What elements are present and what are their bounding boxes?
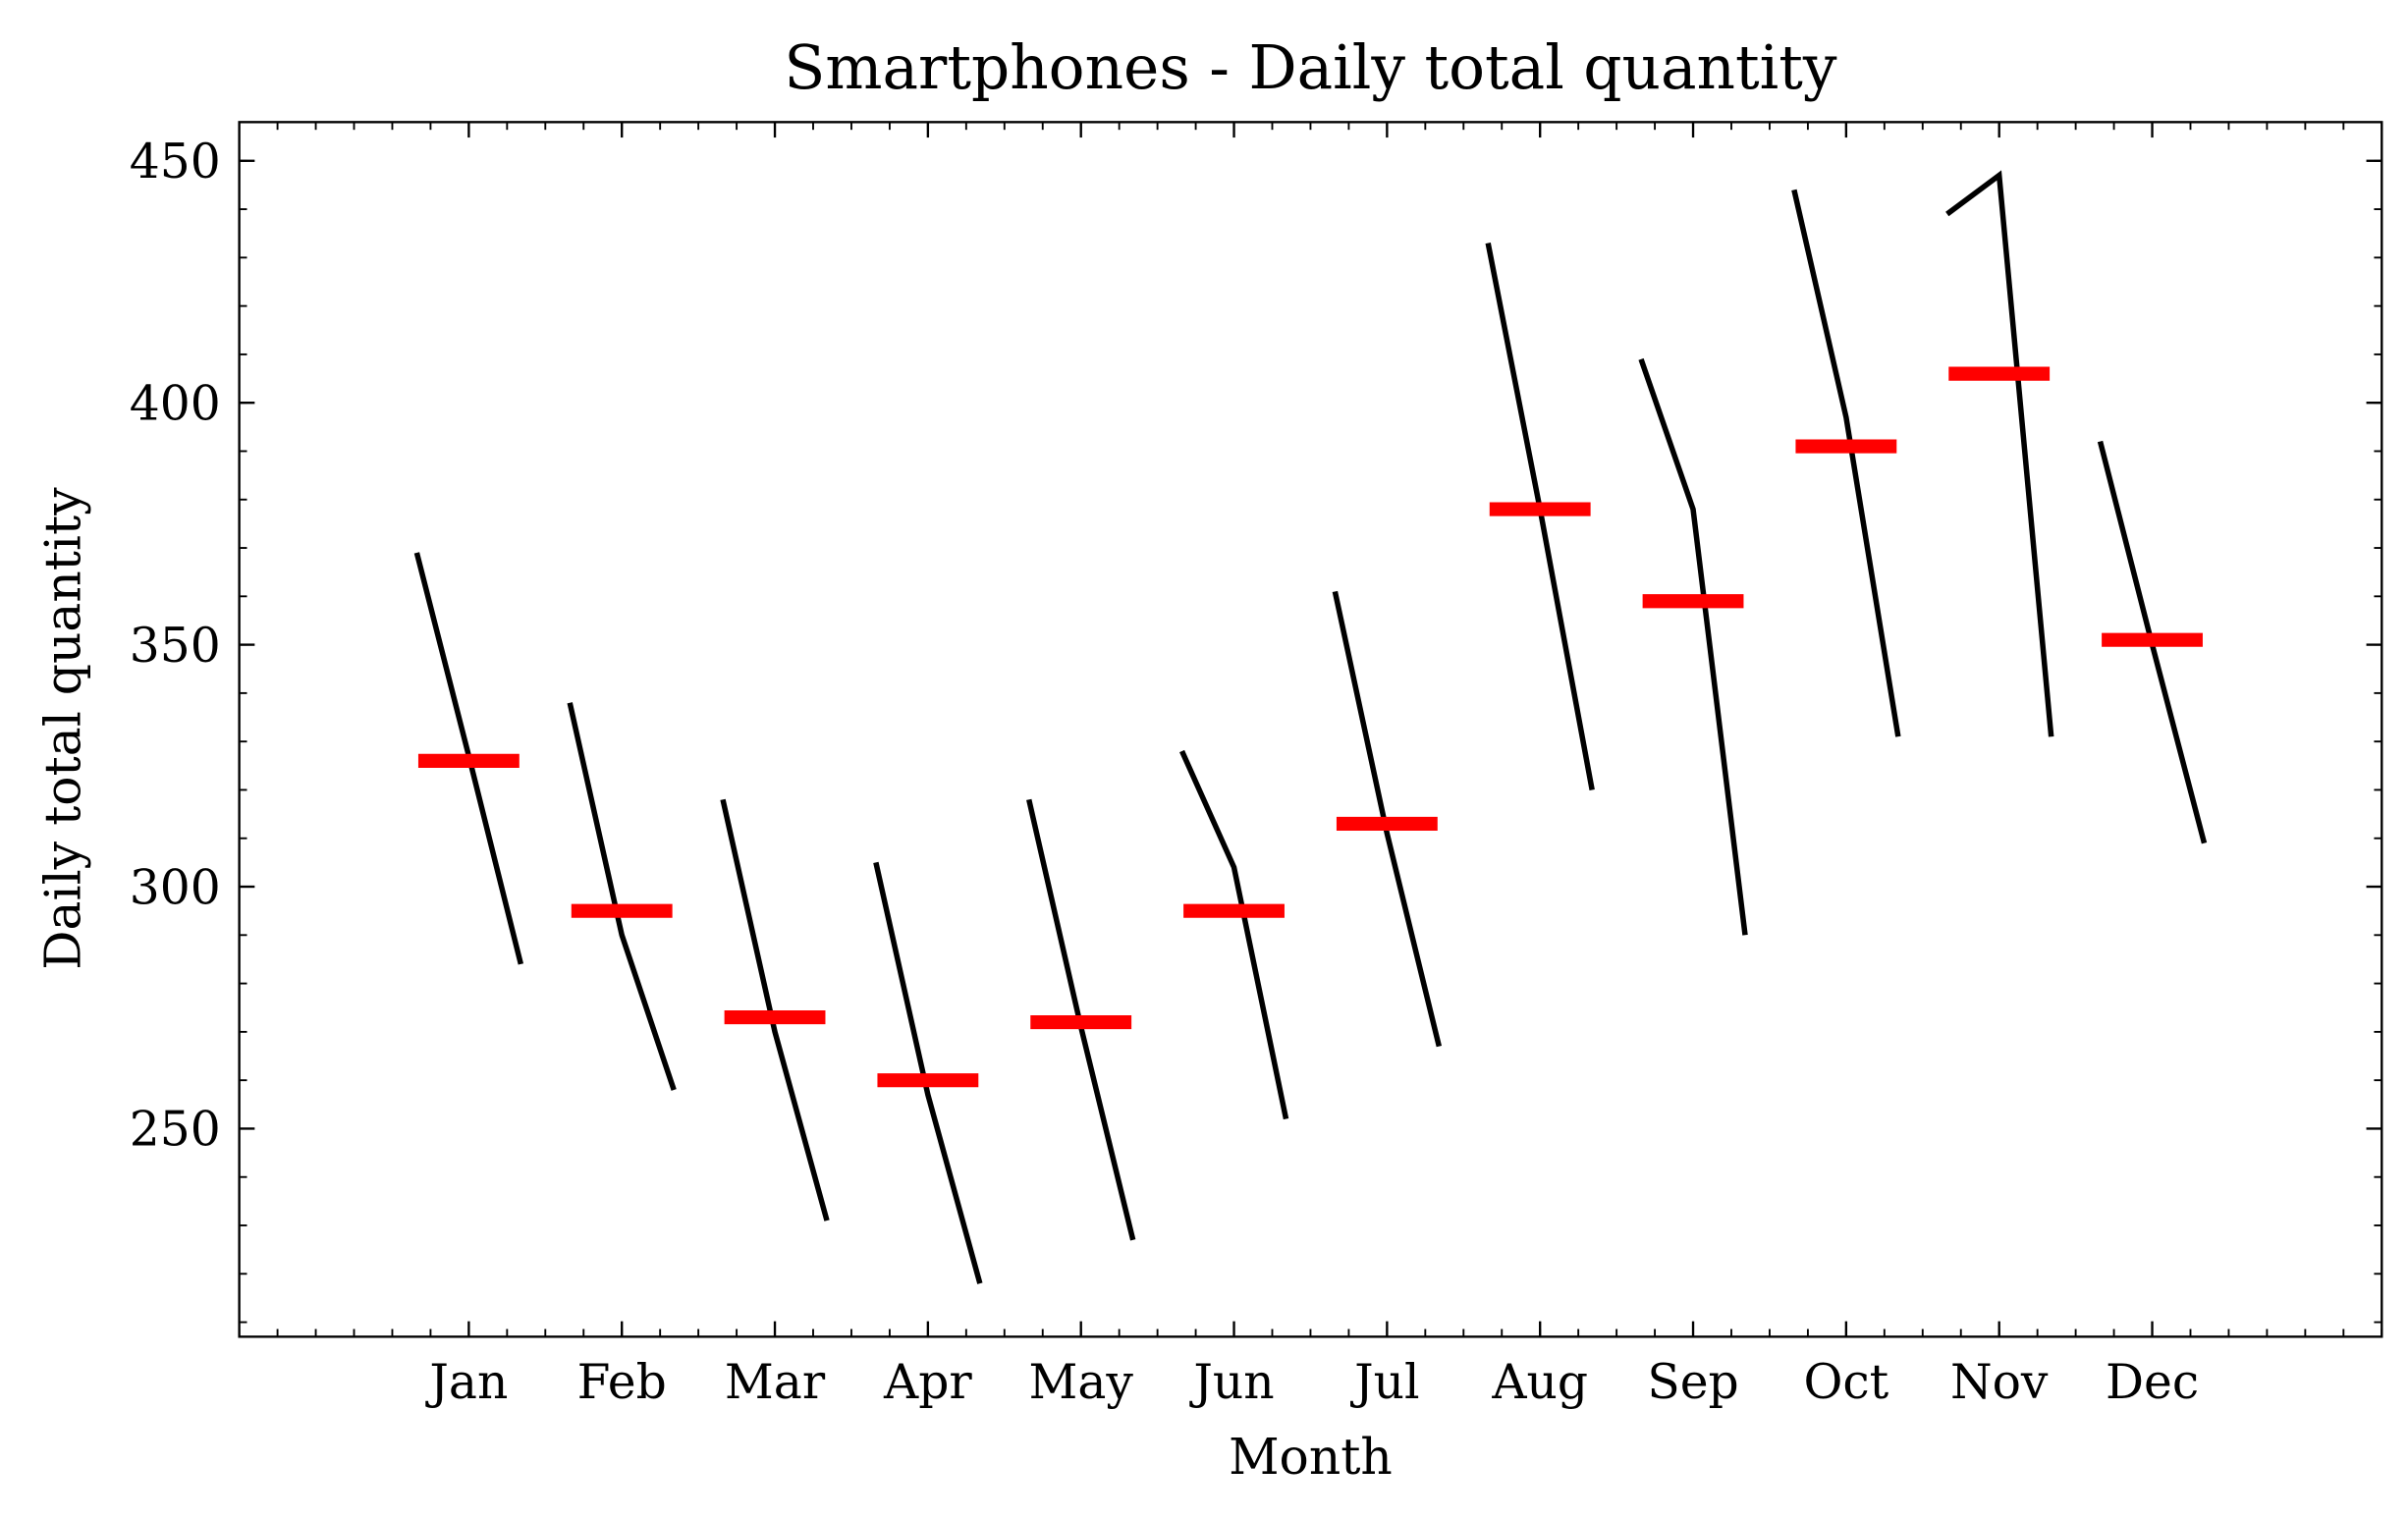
y-tick-label: 250 [130, 1103, 221, 1158]
subseries-line [1945, 170, 2054, 737]
y-tick-label: 300 [130, 860, 221, 915]
x-tick-label: Aug [1491, 1355, 1588, 1410]
axes-frame [238, 121, 2383, 1338]
x-tick-label: Sep [1647, 1355, 1738, 1410]
x-axis-label: Month [1229, 1428, 1393, 1486]
plot-area: 250 300 350 400 450 Jan Feb Mar Apr May Jun Jul Aug S… [130, 122, 2383, 1410]
x-tick-label: Nov [1950, 1355, 2049, 1410]
y-tick-label: 450 [130, 135, 221, 190]
y-axis-label: Daily total quantity [34, 487, 92, 970]
subseries-line [1179, 749, 1289, 1120]
x-tick-label: Apr [883, 1355, 972, 1410]
x-tick-label: Dec [2106, 1355, 2199, 1410]
x-tick-label: Jun [1188, 1355, 1274, 1410]
y-tick-label: 400 [130, 376, 221, 431]
x-tick-label: May [1028, 1355, 1133, 1410]
subseries-line [1791, 189, 1901, 737]
x-tick-label: Jan [424, 1355, 508, 1410]
x-tick-label: Oct [1803, 1355, 1888, 1410]
subseries-line [567, 702, 677, 1091]
chart-title: Smartphones - Daily total quantity [784, 33, 1837, 103]
subseries-line [1332, 590, 1443, 1048]
subseries-line [720, 798, 830, 1221]
x-tick-label: Mar [725, 1355, 826, 1410]
subseries-line [1638, 357, 1748, 936]
y-tick-label: 350 [130, 619, 221, 674]
subseries-line [873, 861, 983, 1284]
x-tick-label: Jul [1349, 1355, 1420, 1410]
x-tick-label: Feb [577, 1355, 667, 1410]
